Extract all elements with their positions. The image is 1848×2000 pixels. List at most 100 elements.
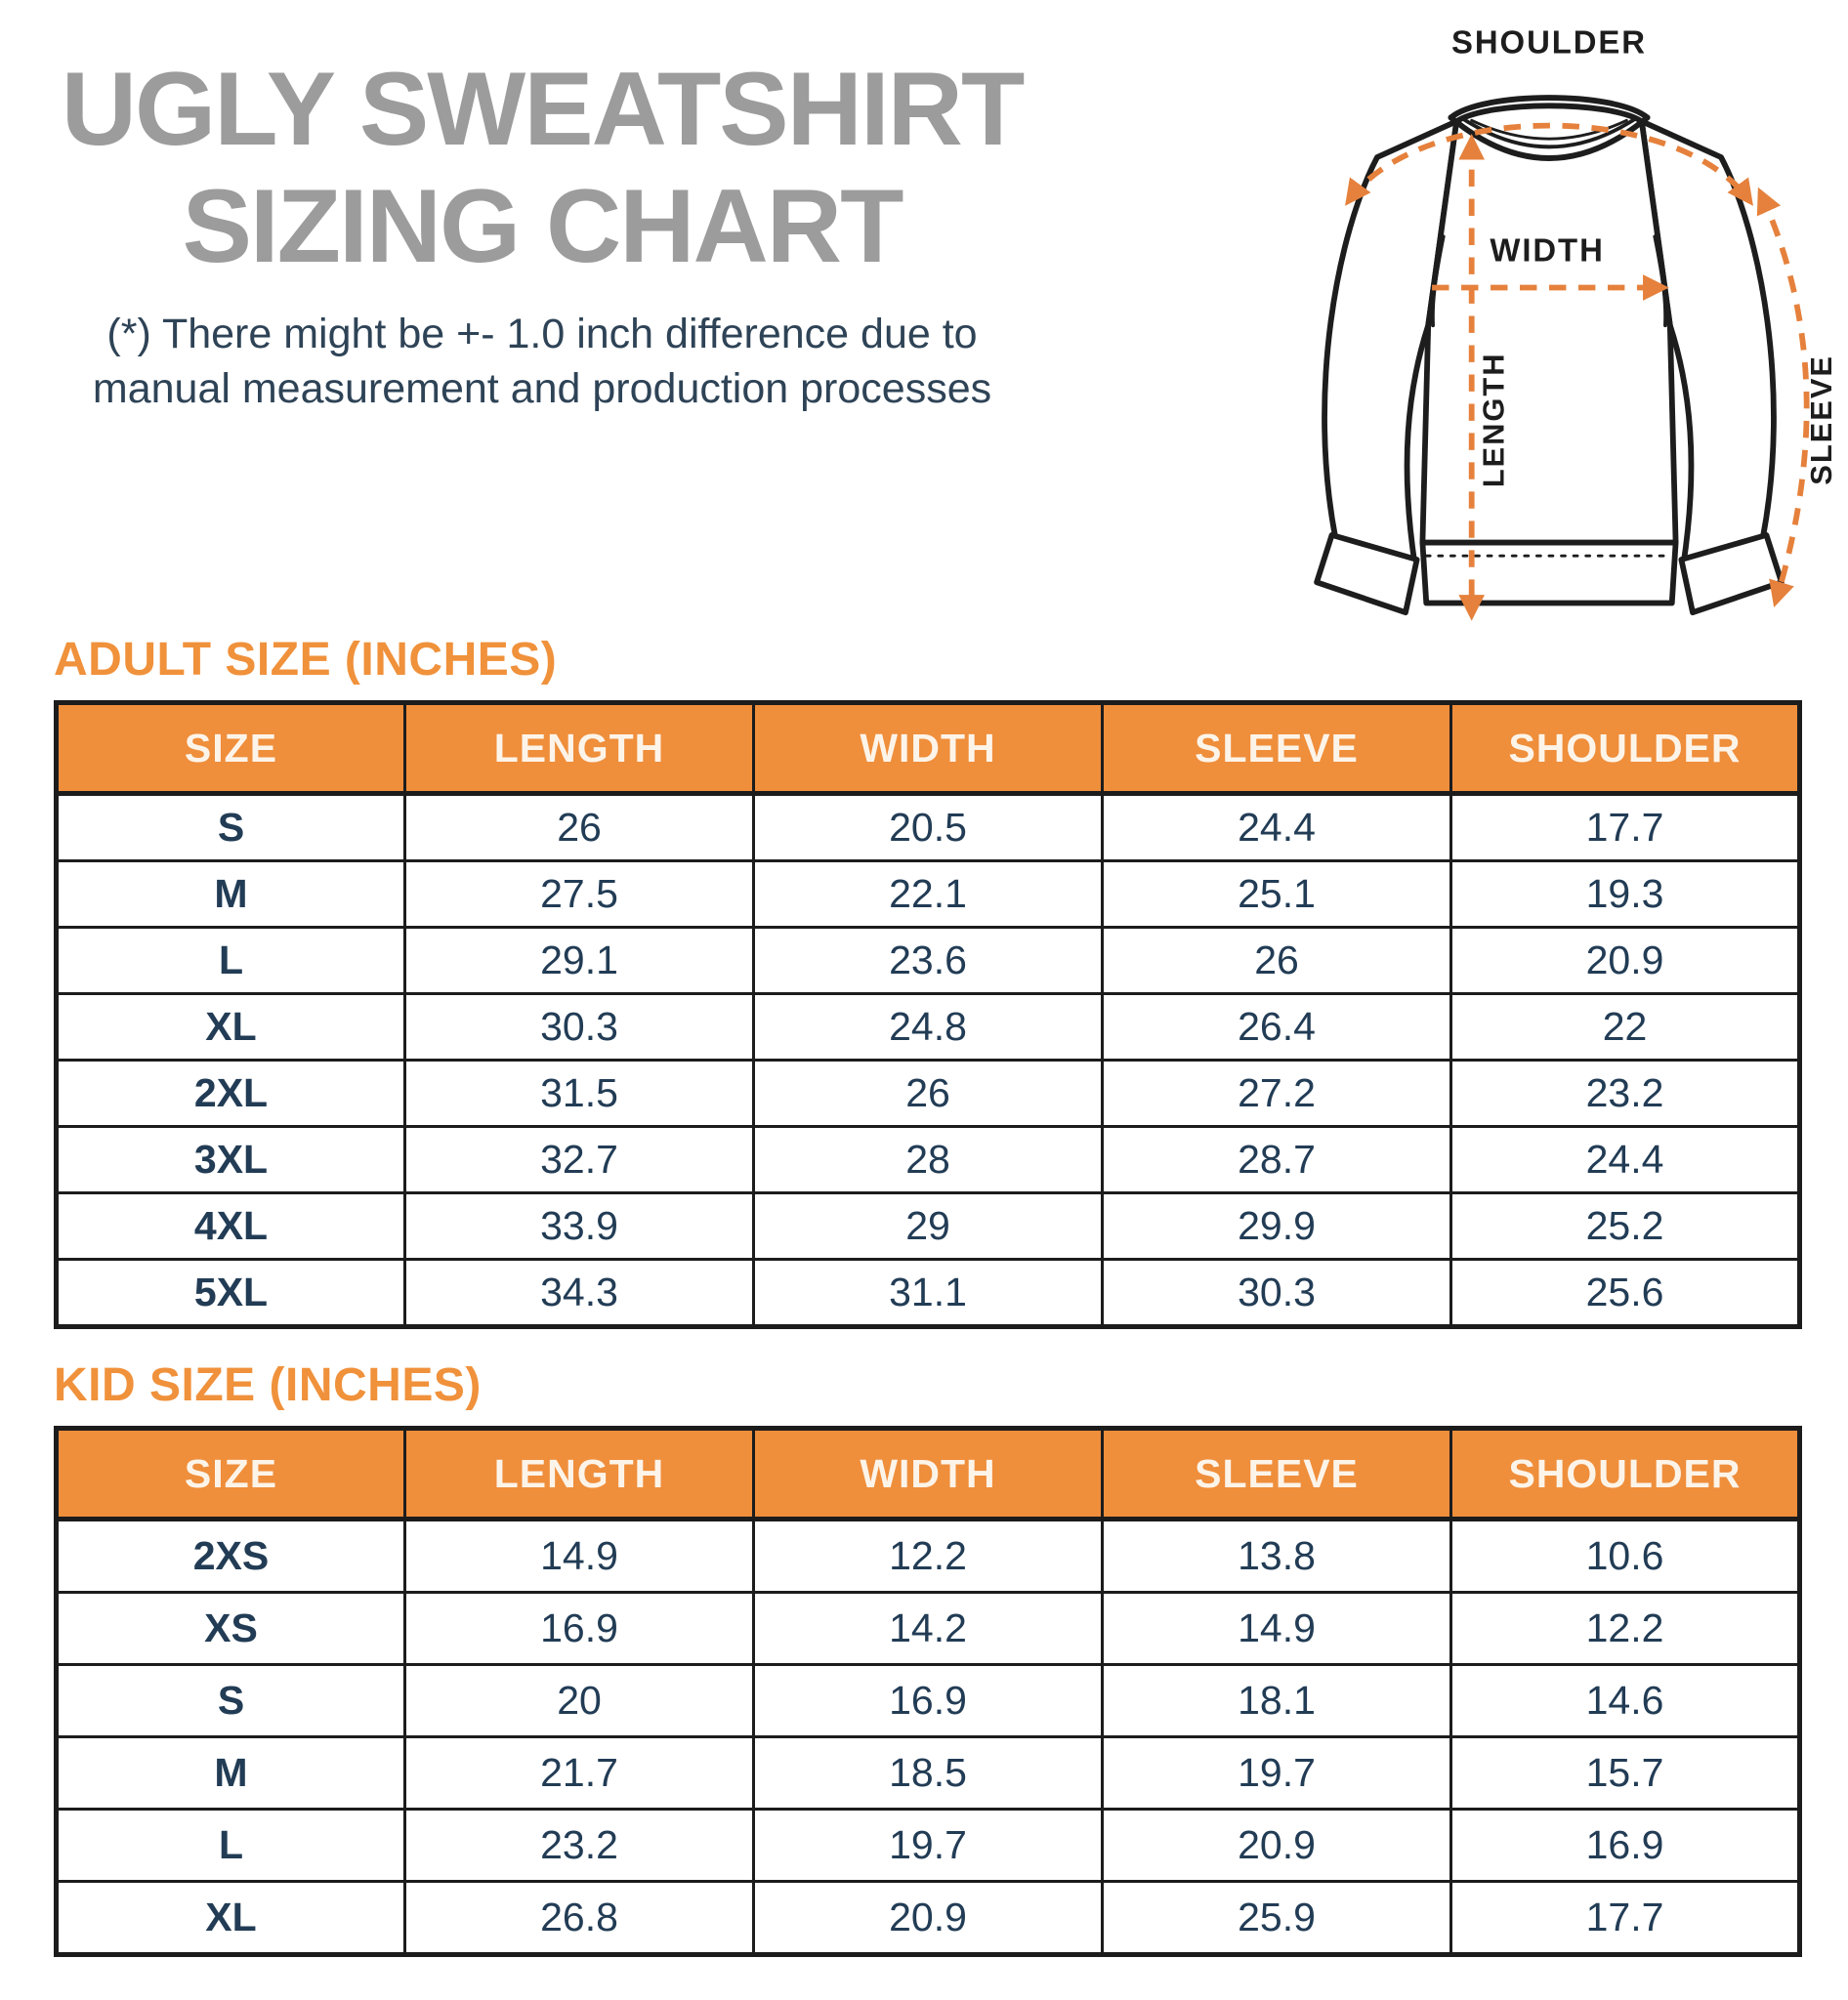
shoulder-value: 15.7 (1449, 1735, 1801, 1811)
width-value: 18.5 (752, 1735, 1104, 1811)
sleeve-value: 30.3 (1101, 1258, 1452, 1328)
col-header-sleeve: SLEEVE (1101, 1427, 1452, 1521)
sweatshirt-outline-illustration: SHOULDER WIDTH LENGTH SLEEVE (1314, 24, 1838, 621)
collar-back-line (1464, 103, 1634, 119)
width-value: 26 (752, 1059, 1104, 1128)
sleeve-label: SLEEVE (1804, 354, 1838, 485)
adult-header-row: SIZE LENGTH WIDTH SLEEVE SHOULDER (55, 701, 1801, 796)
col-header-width: WIDTH (752, 1427, 1104, 1521)
length-value: 26.8 (403, 1880, 755, 1956)
width-value: 31.1 (752, 1258, 1104, 1328)
shoulder-value: 12.2 (1449, 1591, 1801, 1666)
kid-row-xl: XL 26.8 20.9 25.9 17.7 (55, 1880, 1801, 1956)
adult-size-cell: 3XL (55, 1125, 406, 1194)
width-value: 29 (752, 1191, 1104, 1261)
adult-size-cell: S (55, 792, 406, 862)
left-sleeve-crease (1430, 234, 1446, 328)
width-value: 22.1 (752, 859, 1104, 929)
length-value: 31.5 (403, 1059, 755, 1128)
kid-header-row: SIZE LENGTH WIDTH SLEEVE SHOULDER (55, 1427, 1801, 1521)
length-value: 21.7 (403, 1735, 755, 1811)
length-value: 16.9 (403, 1591, 755, 1666)
width-value: 23.6 (752, 926, 1104, 995)
sleeve-value: 14.9 (1101, 1591, 1452, 1666)
shoulder-value: 14.6 (1449, 1663, 1801, 1738)
sleeve-value: 29.9 (1101, 1191, 1452, 1261)
adult-row-m: M 27.5 22.1 25.1 19.3 (55, 859, 1801, 929)
length-value: 29.1 (403, 926, 755, 995)
length-value: 33.9 (403, 1191, 755, 1261)
shoulder-value: 25.6 (1449, 1258, 1801, 1328)
adult-row-2xl: 2XL 31.5 26 27.2 23.2 (55, 1059, 1801, 1128)
shoulder-measure-arrow (1345, 122, 1753, 206)
width-value: 16.9 (752, 1663, 1104, 1738)
adult-size-cell: XL (55, 992, 406, 1062)
width-value: 12.2 (752, 1518, 1104, 1594)
kid-size-cell: M (55, 1735, 406, 1811)
length-value: 14.9 (403, 1518, 755, 1594)
shoulder-value: 25.2 (1449, 1191, 1801, 1261)
kid-size-table: SIZE LENGTH WIDTH SLEEVE SHOULDER 2XS 14.… (54, 1426, 1802, 1957)
shoulder-value: 22 (1449, 992, 1801, 1062)
kid-row-2xs: 2XS 14.9 12.2 13.8 10.6 (55, 1518, 1801, 1594)
sleeve-value: 24.4 (1101, 792, 1452, 862)
shoulder-label: SHOULDER (1451, 24, 1647, 61)
length-value: 30.3 (403, 992, 755, 1062)
disclaimer-text: (*) There might be +- 1.0 inch differenc… (29, 307, 1055, 418)
width-value: 28 (752, 1125, 1104, 1194)
kid-size-cell: XS (55, 1591, 406, 1666)
shoulder-value: 20.9 (1449, 926, 1801, 995)
sleeve-value: 26.4 (1101, 992, 1452, 1062)
col-header-shoulder: SHOULDER (1449, 701, 1801, 796)
sleeve-measure-arrow (1756, 187, 1810, 607)
kid-row-l: L 23.2 19.7 20.9 16.9 (55, 1808, 1801, 1883)
length-value: 20 (403, 1663, 755, 1738)
col-header-size: SIZE (55, 1427, 406, 1521)
left-sleeve-outline (1322, 118, 1460, 568)
kid-row-s: S 20 16.9 18.1 14.6 (55, 1663, 1801, 1738)
sleeve-value: 27.2 (1101, 1059, 1452, 1128)
waistband (1419, 539, 1679, 606)
body-outline (1419, 103, 1679, 546)
adult-row-3xl: 3XL 32.7 28 28.7 24.4 (55, 1125, 1801, 1194)
sleeve-value: 25.9 (1101, 1880, 1452, 1956)
adult-row-5xl: 5XL 34.3 31.1 30.3 25.6 (55, 1258, 1801, 1328)
adult-size-cell: M (55, 859, 406, 929)
adult-size-cell: 2XL (55, 1059, 406, 1128)
kid-row-m: M 21.7 18.5 19.7 15.7 (55, 1735, 1801, 1811)
width-value: 24.8 (752, 992, 1104, 1062)
kid-table-header: SIZE LENGTH WIDTH SLEEVE SHOULDER (55, 1427, 1801, 1521)
adult-size-table: SIZE LENGTH WIDTH SLEEVE SHOULDER S 26 20.… (54, 700, 1802, 1329)
adult-size-cell: 5XL (55, 1258, 406, 1328)
kid-size-heading: KID SIZE (INCHES) (54, 1359, 482, 1411)
kid-size-cell: 2XS (55, 1518, 406, 1594)
shoulder-value: 17.7 (1449, 1880, 1801, 1956)
disclaimer-line2: manual measurement and production proces… (92, 365, 992, 413)
width-label: WIDTH (1490, 231, 1604, 268)
page-title-line2: SIZING CHART (182, 166, 904, 284)
length-value: 34.3 (403, 1258, 755, 1328)
col-header-width: WIDTH (752, 701, 1104, 796)
adult-size-heading: ADULT SIZE (INCHES) (54, 634, 558, 686)
width-value: 14.2 (752, 1591, 1104, 1666)
shoulder-value: 19.3 (1449, 859, 1801, 929)
kid-size-cell: XL (55, 1880, 406, 1956)
disclaimer-line1: (*) There might be +- 1.0 inch differenc… (106, 310, 978, 357)
header-section: UGLY SWEATSHIRT SIZING CHART (*) There m… (0, 0, 1848, 621)
sleeve-value: 18.1 (1101, 1663, 1452, 1738)
page-title: UGLY SWEATSHIRT SIZING CHART (29, 50, 1055, 285)
sleeve-value: 13.8 (1101, 1518, 1452, 1594)
sleeve-value: 19.7 (1101, 1735, 1452, 1811)
col-header-length: LENGTH (403, 1427, 755, 1521)
sleeve-value: 20.9 (1101, 1808, 1452, 1883)
adult-row-s: S 26 20.5 24.4 17.7 (55, 792, 1801, 862)
width-value: 20.9 (752, 1880, 1104, 1956)
shoulder-value: 17.7 (1449, 792, 1801, 862)
col-header-size: SIZE (55, 701, 406, 796)
kid-size-cell: S (55, 1663, 406, 1738)
col-header-sleeve: SLEEVE (1101, 701, 1452, 796)
shoulder-value: 16.9 (1449, 1808, 1801, 1883)
sleeve-value: 25.1 (1101, 859, 1452, 929)
length-value: 23.2 (403, 1808, 755, 1883)
